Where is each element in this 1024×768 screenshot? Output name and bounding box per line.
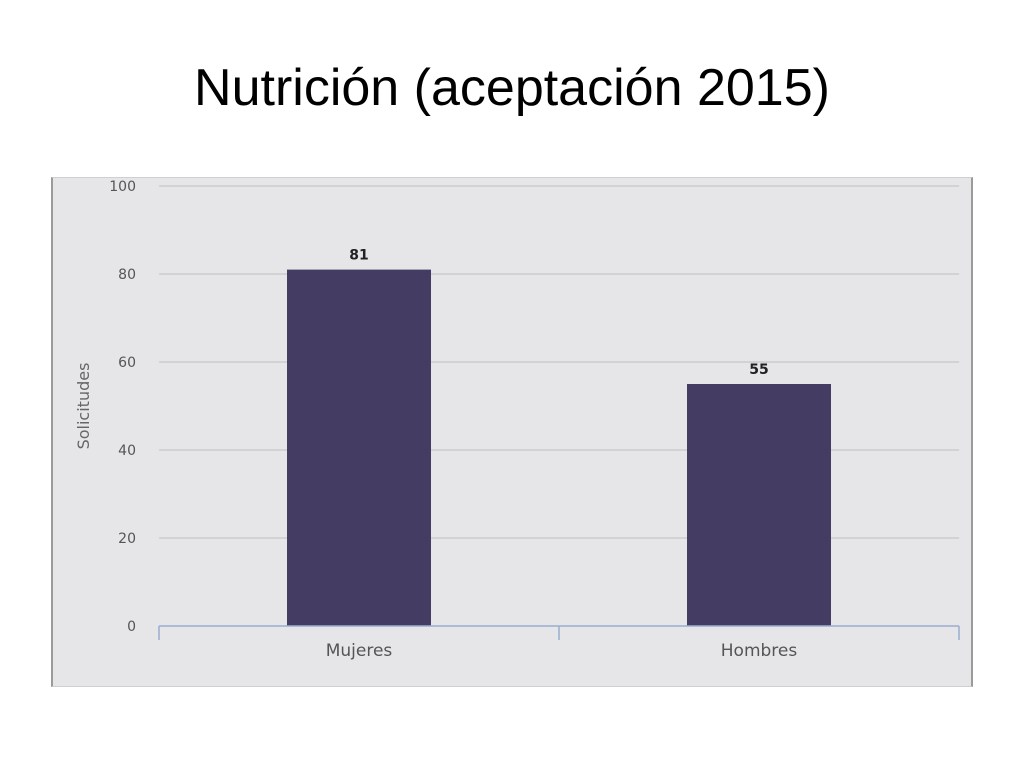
x-category-label: Mujeres bbox=[326, 641, 393, 661]
y-tick-label: 100 bbox=[109, 179, 136, 195]
y-tick-label: 20 bbox=[118, 531, 136, 547]
bars bbox=[287, 269, 831, 626]
chart-panel: 0 20 40 60 80 100 81 Mujeres 55 Hombres Solicitude… bbox=[51, 177, 973, 687]
gridlines bbox=[159, 185, 959, 539]
y-axis-title: Solicitudes bbox=[74, 363, 93, 450]
bar-chart: 0 20 40 60 80 100 81 Mujeres 55 Hombres Solicitude… bbox=[74, 179, 960, 661]
bar-mujeres bbox=[287, 269, 431, 626]
data-label: 55 bbox=[749, 362, 768, 378]
y-tick-label: 60 bbox=[118, 355, 136, 371]
y-tick-label: 80 bbox=[118, 267, 136, 283]
x-category-label: Hombres bbox=[721, 641, 798, 661]
data-label: 81 bbox=[349, 248, 368, 264]
bar-hombres bbox=[687, 384, 831, 626]
y-tick-label: 0 bbox=[127, 619, 136, 635]
slide-title: Nutrición (aceptación 2015) bbox=[194, 59, 830, 117]
labels: 0 20 40 60 80 100 81 Mujeres 55 Hombres Solicitude… bbox=[74, 179, 797, 661]
y-tick-label: 40 bbox=[118, 443, 136, 459]
axes bbox=[158, 625, 960, 640]
